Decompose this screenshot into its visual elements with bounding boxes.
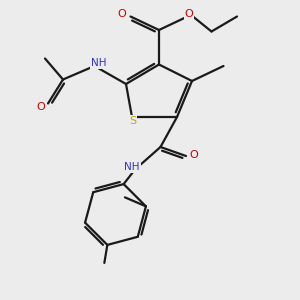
Text: O: O xyxy=(36,101,45,112)
Text: O: O xyxy=(189,149,198,160)
Text: S: S xyxy=(129,116,136,126)
Text: O: O xyxy=(184,9,194,19)
Text: NH: NH xyxy=(124,162,140,172)
Text: NH: NH xyxy=(91,58,107,68)
Text: O: O xyxy=(118,9,127,19)
